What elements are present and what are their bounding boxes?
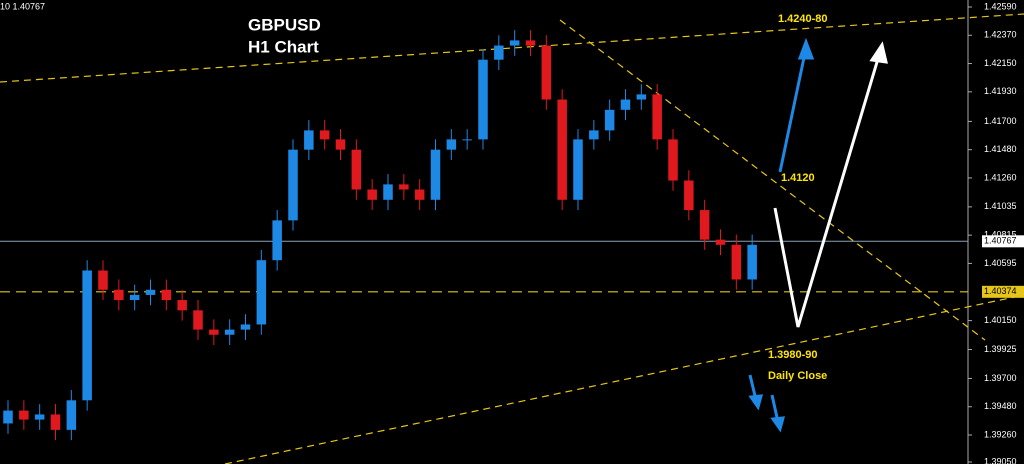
price-label-box	[982, 235, 1024, 248]
candle-body	[335, 139, 346, 150]
candle-body	[636, 94, 647, 100]
annotation: 1.4240-80	[778, 13, 828, 25]
price-label: 1.40374	[984, 286, 1017, 296]
y-tick-label: 1.42370	[984, 30, 1017, 40]
arrow	[778, 47, 808, 173]
candle-body	[351, 149, 362, 190]
arrow-head	[748, 394, 764, 411]
y-tick-label: 1.40595	[984, 258, 1017, 268]
y-tick-label: 1.41480	[984, 144, 1017, 154]
y-tick-label: 1.41700	[984, 116, 1017, 126]
candle-body	[684, 180, 694, 211]
candle-body	[652, 94, 662, 140]
arrow	[773, 51, 882, 328]
header: 10 1.40767	[0, 1, 45, 11]
candle-body	[209, 329, 219, 335]
candle-body	[288, 149, 298, 221]
candle-body	[319, 130, 330, 140]
candle-body	[367, 189, 377, 200]
candle-body	[224, 329, 235, 335]
candle-body	[304, 130, 314, 150]
candle-body	[161, 289, 172, 301]
arrow-head	[797, 37, 815, 60]
candle-body	[193, 310, 203, 330]
price-label-box	[982, 285, 1024, 298]
trend-line	[224, 294, 1024, 464]
annotation: 1.4120	[781, 172, 815, 184]
candle-body	[747, 244, 757, 280]
candle-body	[50, 414, 61, 430]
trend-line	[559, 19, 986, 341]
candle-body	[715, 239, 726, 245]
candle-body	[573, 139, 583, 200]
y-tick-label: 1.41930	[984, 86, 1017, 96]
candle-body	[129, 294, 140, 301]
candle-body	[668, 139, 678, 181]
candle-body	[19, 410, 29, 420]
candle-body	[256, 260, 267, 325]
candle-body	[589, 130, 599, 140]
candle-body	[177, 300, 187, 311]
chart-subtitle: H1 Chart	[248, 37, 319, 56]
y-tick-label: 1.39050	[984, 456, 1017, 464]
trend-lines	[0, 13, 1024, 464]
candle-body	[3, 410, 13, 424]
candle-body	[731, 244, 742, 280]
y-tick-label: 1.41260	[984, 172, 1017, 182]
annotation: 1.3980-90	[768, 349, 818, 361]
candle-body	[272, 220, 282, 261]
candle-body	[525, 40, 536, 46]
candle-body	[66, 400, 77, 430]
candle-body	[240, 324, 251, 330]
candle-body	[509, 40, 520, 46]
y-tick-label: 1.39480	[984, 401, 1017, 411]
arrows	[748, 37, 888, 433]
y-tick-label: 1.39925	[984, 344, 1017, 354]
chart-title: GBPUSD	[248, 15, 321, 34]
candle-body	[557, 99, 567, 200]
y-tick-label: 1.39700	[984, 373, 1017, 383]
candle-body	[399, 184, 409, 190]
candle-body	[98, 270, 108, 290]
candle-body	[604, 109, 615, 131]
candle-body	[82, 270, 92, 401]
annotation: Daily Close	[768, 370, 827, 382]
candle-body	[620, 99, 631, 110]
candle-body	[145, 289, 156, 295]
candle-body	[114, 289, 124, 301]
y-tick-label: 1.41035	[984, 201, 1017, 211]
candle-body	[430, 149, 441, 200]
candle-body	[478, 59, 488, 140]
candles	[0, 30, 968, 441]
y-tick-label: 1.42150	[984, 58, 1017, 68]
y-tick-label: 1.39260	[984, 429, 1017, 439]
candle-body	[414, 189, 425, 200]
candle-body	[494, 45, 504, 60]
arrow-head	[869, 41, 888, 64]
candle-body	[541, 45, 552, 100]
candle-body	[446, 139, 457, 150]
y-tick-label: 1.42590	[984, 1, 1017, 11]
price-label: 1.40767	[984, 236, 1017, 246]
arrow-head	[770, 416, 786, 433]
candle-body	[34, 414, 45, 420]
trend-line	[0, 13, 1024, 83]
candle-body	[462, 139, 472, 141]
candle-body	[699, 210, 710, 240]
y-tick-label: 1.40150	[984, 315, 1017, 325]
candle-body	[383, 184, 393, 200]
y-tick-label: 1.40815	[984, 230, 1017, 240]
